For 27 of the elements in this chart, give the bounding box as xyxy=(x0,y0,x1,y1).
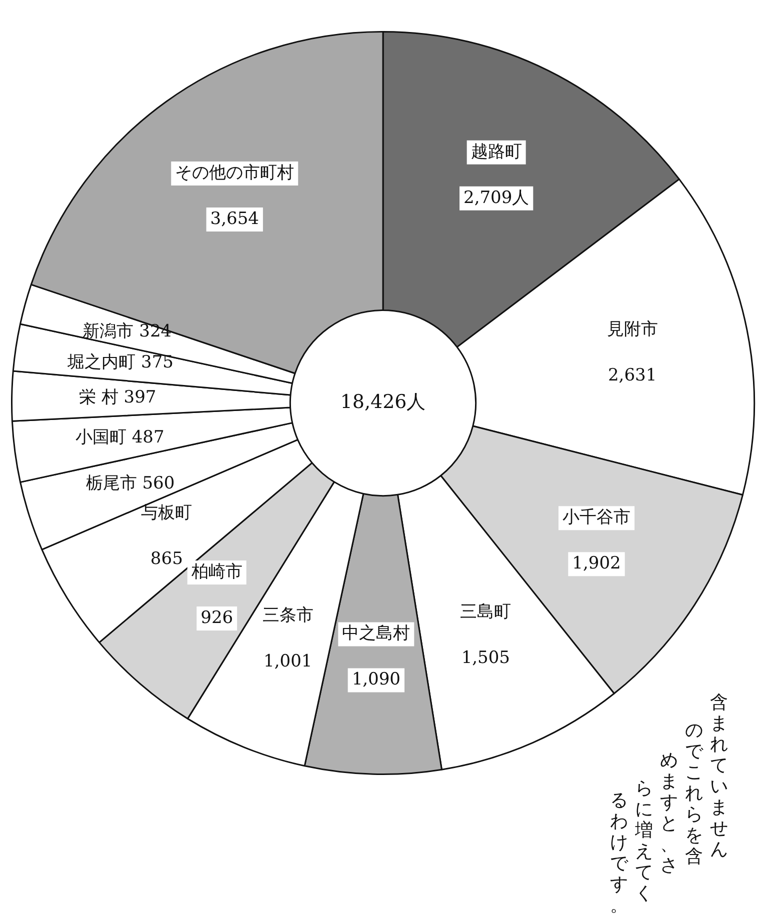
slice-label: 三条市 xyxy=(262,605,314,626)
slice-label: 三島町 xyxy=(460,602,512,622)
data-label: 3,654 xyxy=(210,208,259,229)
data-label: 1,001 xyxy=(264,651,312,672)
data-label: 1,090 xyxy=(352,670,400,690)
slice-label: 越路町 xyxy=(470,142,522,162)
data-label: 2,709人 xyxy=(463,188,530,208)
text: 含まれていません xyxy=(710,692,728,860)
slice-label: 与板町 xyxy=(141,503,192,524)
text: るわけです。 xyxy=(610,790,628,916)
data-label: 1,902 xyxy=(572,554,621,574)
data-label: 865 xyxy=(150,549,183,570)
slice-label: 見附市 xyxy=(606,319,658,340)
data-label: 1,505 xyxy=(461,648,510,668)
slice-label: 小千谷市 xyxy=(562,508,630,528)
slice-label: その他の市町村 xyxy=(175,162,294,183)
slice-label: 柏崎市 xyxy=(190,562,242,582)
text: めますと、さ xyxy=(660,750,678,876)
slice-label: 栄 村 397 xyxy=(78,387,156,408)
slice-label: 小国町 487 xyxy=(75,427,164,448)
slice-label: 栃尾市 560 xyxy=(86,474,175,494)
text: のでこれらを含 xyxy=(685,720,703,867)
slice-label: 中之島村 xyxy=(342,624,410,644)
data-label: 926 xyxy=(200,608,234,628)
text: 18,426人 xyxy=(340,390,426,413)
data-label: 2,631 xyxy=(608,365,657,386)
text: らに増えてく xyxy=(635,778,653,904)
